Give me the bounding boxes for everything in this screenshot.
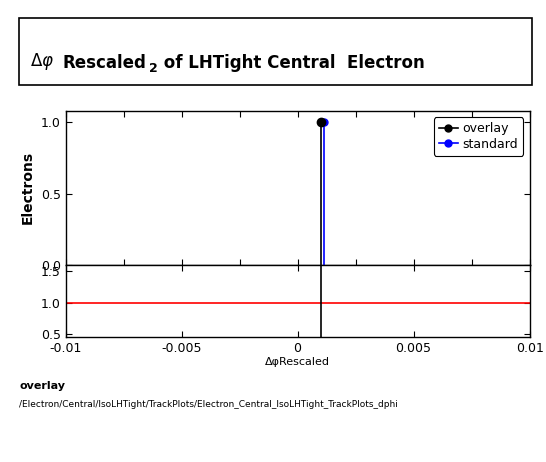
Text: overlay: overlay (19, 381, 65, 391)
Y-axis label: Electrons: Electrons (21, 151, 35, 225)
Legend: overlay, standard: overlay, standard (434, 117, 524, 156)
Text: /Electron/Central/IsoLHTight/TrackPlots/Electron_Central_IsoLHTight_TrackPlots_d: /Electron/Central/IsoLHTight/TrackPlots/… (19, 400, 398, 408)
Text: $\Delta\varphi$: $\Delta\varphi$ (30, 51, 54, 72)
Text: 2: 2 (149, 62, 157, 75)
Text: of LHTight Central  Electron: of LHTight Central Electron (158, 54, 425, 72)
Text: Rescaled: Rescaled (63, 54, 147, 72)
X-axis label: ΔφRescaled: ΔφRescaled (265, 357, 330, 366)
